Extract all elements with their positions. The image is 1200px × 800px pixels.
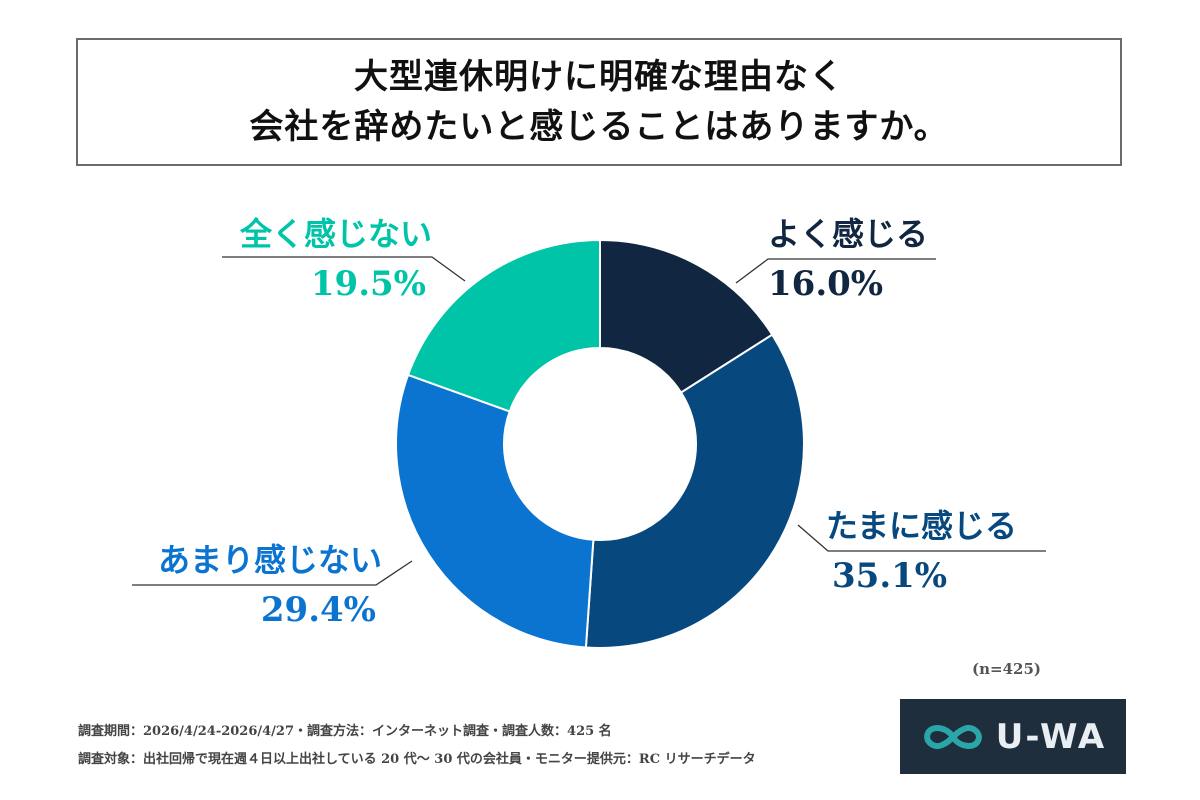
title-line-2: 会社を辞めたいと感じることはありますか。 (249, 107, 949, 147)
sample-size: (n=425) (972, 660, 1041, 678)
slice-amari (394, 373, 595, 649)
infinity-icon (923, 724, 982, 749)
slice-mattaku (406, 238, 601, 413)
survey-target-note: 調査対象：出社回帰で現在週４日以上出社している 20 代〜 30 代の会社員・モ… (78, 752, 756, 767)
label-yoku-category: よく感じる (768, 215, 929, 253)
slice-yoku (599, 238, 774, 394)
title-line-1: 大型連休明けに明確な理由なく (354, 57, 844, 97)
label-mattaku: 全く感じない 19.5% (200, 214, 432, 304)
donut-slices (394, 238, 805, 649)
label-tamani-category: たまに感じる (826, 507, 1018, 545)
label-amari-percent: 29.4% (260, 590, 376, 630)
label-amari-category: あまり感じない (157, 541, 382, 579)
leader-amari (132, 560, 413, 586)
label-yoku-percent: 16.0% (768, 264, 884, 304)
leader-mattaku (222, 256, 466, 282)
label-mattaku-category: 全く感じない (239, 215, 432, 253)
label-amari: あまり感じない 29.4% (132, 540, 382, 630)
leader-tamani (797, 524, 1046, 552)
uwa-logo: U-WA (900, 699, 1126, 774)
survey-period-note: 調査期間：2026/4/24-2026/4/27・調査方法：インターネット調査・… (78, 724, 612, 739)
leader-lines (132, 256, 1046, 586)
slice-tamani (584, 333, 805, 649)
leader-yoku (735, 258, 936, 284)
label-tamani: たまに感じる 35.1% (826, 506, 1017, 596)
label-mattaku-percent: 19.5% (310, 264, 426, 304)
title-box: 大型連休明けに明確な理由なく 会社を辞めたいと感じることはありますか。 (76, 38, 1122, 166)
label-tamani-percent: 35.1% (832, 556, 948, 596)
label-yoku: よく感じる 16.0% (768, 214, 928, 304)
logo-text: U-WA (995, 716, 1107, 757)
